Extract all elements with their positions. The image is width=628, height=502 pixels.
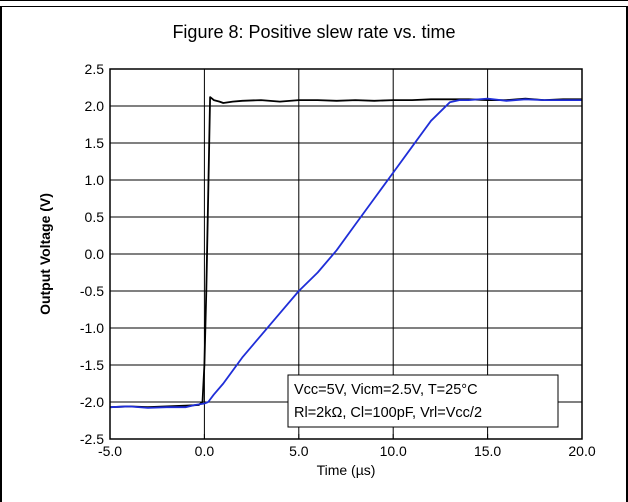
annotation-line: Rl=2kΩ, Cl=100pF, Vrl=Vcc/2	[294, 405, 482, 421]
y-tick-label: 2.0	[85, 98, 105, 114]
y-axis-label: Output Voltage (V)	[37, 193, 53, 315]
x-tick-label: 20.0	[568, 443, 595, 459]
y-tick-label: 0.0	[85, 246, 105, 262]
annotation-line: Vcc=5V, Vicm=2.5V, T=25°C	[294, 382, 478, 398]
y-tick-label: 1.0	[85, 172, 105, 188]
x-tick-label: 0.0	[195, 443, 215, 459]
top-rule	[0, 0, 628, 7]
x-axis-label: Time (µs)	[317, 462, 376, 478]
x-tick-label: 15.0	[474, 443, 501, 459]
y-tick-label: 2.5	[85, 61, 105, 77]
series-line-1	[109, 97, 582, 409]
y-tick-label: -2.5	[80, 431, 104, 447]
chart-title: Figure 8: Positive slew rate vs. time	[172, 22, 456, 42]
series-line-0	[109, 96, 582, 409]
plot-area-border	[109, 68, 583, 440]
y-tick-label: -2.0	[80, 394, 104, 410]
y-tick-label: -0.5	[80, 283, 104, 299]
annotation-box	[287, 374, 559, 428]
frame-right-edge	[626, 7, 628, 502]
y-tick-label: -1.5	[80, 357, 104, 373]
x-tick-label: 5.0	[289, 443, 309, 459]
x-tick-label: -5.0	[98, 443, 122, 459]
y-tick-label: 0.5	[85, 209, 105, 225]
y-tick-label: -1.0	[80, 320, 104, 336]
y-tick-label: 1.5	[85, 135, 105, 151]
frame-left-edge	[0, 7, 2, 502]
x-tick-label: 10.0	[380, 443, 407, 459]
